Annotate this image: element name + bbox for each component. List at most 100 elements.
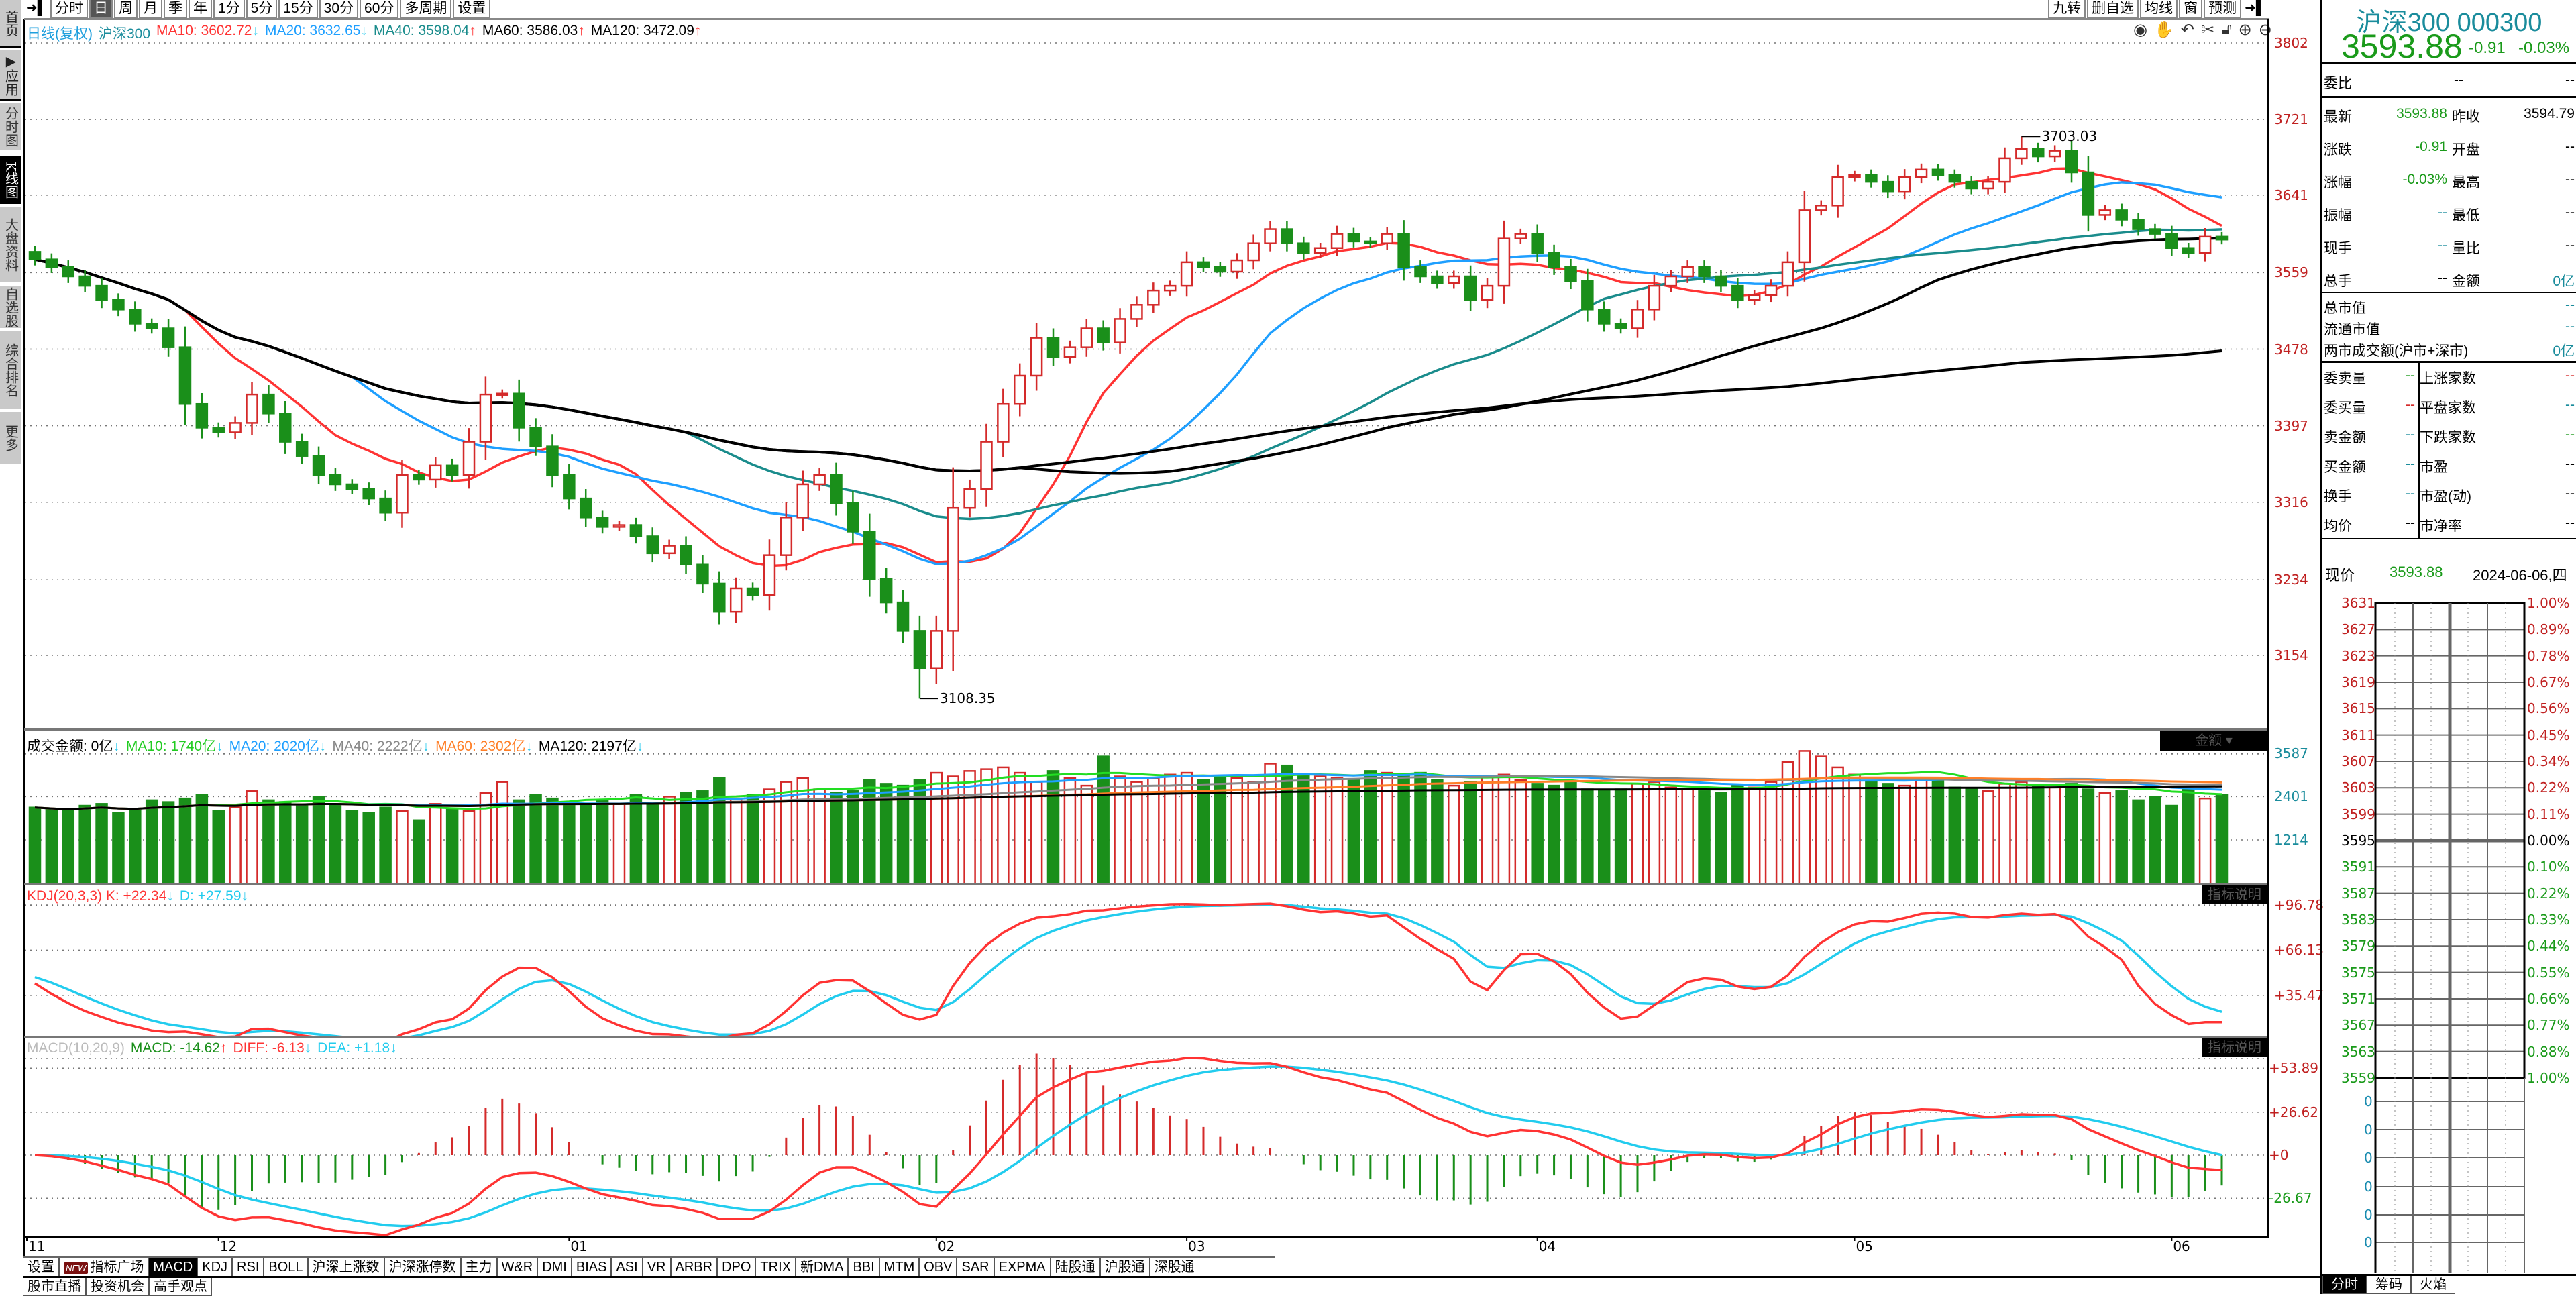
- news-tab-0[interactable]: 股市直播: [23, 1278, 86, 1296]
- legend-item: D: +27.59↓: [180, 888, 248, 904]
- indicator-tab-3[interactable]: KDJ: [197, 1258, 233, 1277]
- indicator-tab-24[interactable]: 沪股通: [1099, 1258, 1150, 1277]
- right-toolbar-button-1[interactable]: 删自选: [2087, 0, 2139, 18]
- tab-label: 沪深上涨数: [312, 1260, 380, 1275]
- intraday-tab-2[interactable]: 火焰: [2411, 1276, 2455, 1294]
- volume-bar: [612, 803, 626, 883]
- news-tab-1[interactable]: 投资机会: [86, 1278, 149, 1296]
- period-tab-1[interactable]: 日: [89, 0, 113, 18]
- hand-icon[interactable]: ✋: [2153, 21, 2174, 39]
- quote-row-value-2: --: [2565, 139, 2575, 154]
- quote-panel-border: [2320, 0, 2322, 1294]
- period-tab-5[interactable]: 年: [188, 0, 212, 18]
- indicator-tab-21[interactable]: SAR: [957, 1258, 994, 1277]
- sidebar-item-1[interactable]: ▶应用: [0, 50, 21, 101]
- zoom-in-icon[interactable]: ⊕: [2238, 21, 2252, 39]
- indicator-tab-1[interactable]: NEW 指标广场: [59, 1258, 149, 1277]
- chart-period-label: 日线(复权): [27, 26, 93, 42]
- volume-bar: [279, 801, 292, 883]
- period-tab-3[interactable]: 月: [138, 0, 162, 18]
- news-tab-2[interactable]: 高手观点: [149, 1278, 212, 1296]
- period-tab-7[interactable]: 5分: [246, 0, 278, 18]
- sidebar-item-3[interactable]: K线图: [0, 156, 21, 205]
- indicator-tab-23[interactable]: 陆股通: [1050, 1258, 1100, 1277]
- period-tab-12[interactable]: 设置: [453, 0, 491, 18]
- sidebar-item-6[interactable]: 综合排名: [0, 331, 21, 410]
- period-tab-4[interactable]: 季: [163, 0, 187, 18]
- indicator-tab-22[interactable]: EXPMA: [994, 1258, 1051, 1277]
- candle-body: [145, 323, 158, 329]
- right-toolbar-button-0[interactable]: 九转: [2048, 0, 2086, 18]
- breadth-row-label-1: 换手: [2324, 489, 2352, 504]
- indicator-tab-9[interactable]: W&R: [496, 1258, 538, 1277]
- sidebar-item-7[interactable]: 更多: [0, 412, 21, 466]
- price-legend: 日线(复权) 沪深300 MA10: 3602.72↓ MA20: 3632.65…: [27, 23, 701, 43]
- candle-body: [445, 464, 459, 476]
- right-toolbar-button-3[interactable]: 窗: [2179, 0, 2203, 18]
- sidebar-item-0[interactable]: 首页: [0, 0, 21, 48]
- candle-body: [1330, 233, 1344, 249]
- intraday-tab-1[interactable]: 筹码: [2367, 1276, 2411, 1294]
- indicator-tab-25[interactable]: 深股通: [1149, 1258, 1199, 1277]
- indicator-tab-2[interactable]: MACD: [148, 1258, 198, 1277]
- expand-arrow-icon[interactable]: ➜▌: [2243, 0, 2267, 18]
- indicator-tab-18[interactable]: BBI: [848, 1258, 879, 1277]
- intraday-tab-0[interactable]: 分时: [2322, 1276, 2367, 1294]
- right-toolbar-button-2[interactable]: 均线: [2140, 0, 2178, 18]
- indicator-tab-4[interactable]: RSI: [232, 1258, 264, 1277]
- macd-help-button[interactable]: 指标说明: [2202, 1038, 2267, 1057]
- undo-icon[interactable]: ↶: [2180, 21, 2194, 39]
- candle: [362, 482, 375, 505]
- indicator-tab-15[interactable]: DPO: [717, 1258, 756, 1277]
- breadth-row-value-1: --: [2406, 486, 2415, 501]
- candle: [1564, 258, 1577, 290]
- indicator-tab-0[interactable]: 设置: [23, 1258, 59, 1277]
- indicator-tab-7[interactable]: 沪深涨停数: [384, 1258, 461, 1277]
- sidebar-item-5[interactable]: 自选股: [0, 286, 21, 329]
- breadth-row-label-2: 下跌家数: [2420, 430, 2476, 445]
- period-tab-8[interactable]: 15分: [278, 0, 318, 18]
- sidebar-item-4[interactable]: 大盘资料: [0, 207, 21, 283]
- quote-row-label-2: 金额: [2452, 274, 2480, 289]
- period-tab-9[interactable]: 30分: [319, 0, 359, 18]
- period-tab-6[interactable]: 1分: [213, 0, 245, 18]
- kdj-help-button[interactable]: 指标说明: [2202, 885, 2267, 904]
- candle-body: [195, 402, 209, 429]
- indicator-tab-17[interactable]: 新DMA: [795, 1258, 849, 1277]
- indicator-tab-14[interactable]: ARBR: [670, 1258, 718, 1277]
- tab-label: EXPMA: [998, 1260, 1046, 1275]
- legend-text: MA120: 2197亿: [538, 739, 637, 754]
- indicator-tab-8[interactable]: 主力: [460, 1258, 497, 1277]
- right-toolbar-button-4[interactable]: 预测: [2204, 0, 2242, 18]
- intraday-chart[interactable]: [2322, 0, 2576, 1294]
- breadth-row-value-2: --: [2565, 368, 2575, 383]
- indicator-tab-13[interactable]: VR: [642, 1258, 671, 1277]
- candle-body: [2165, 233, 2178, 249]
- indicator-tab-6[interactable]: 沪深上涨数: [307, 1258, 384, 1277]
- period-tab-0[interactable]: 分时: [50, 0, 88, 18]
- legend-item: MA60: 2302亿↓: [435, 735, 533, 755]
- sidebar-item-2[interactable]: 分时图: [0, 103, 21, 152]
- candle-body: [1414, 266, 1427, 278]
- period-tab-2[interactable]: 周: [113, 0, 138, 18]
- indicator-tab-19[interactable]: MTM: [879, 1258, 920, 1277]
- indicator-tab-5[interactable]: BOLL: [264, 1258, 308, 1277]
- indicator-tab-12[interactable]: ASI: [611, 1258, 643, 1277]
- indicator-tab-10[interactable]: DMI: [537, 1258, 572, 1277]
- indicator-tab-16[interactable]: TRIX: [755, 1258, 796, 1277]
- eye-icon[interactable]: ◉: [2133, 21, 2147, 39]
- indicator-tab-11[interactable]: BIAS: [571, 1258, 612, 1277]
- tab-label: ASI: [616, 1260, 638, 1275]
- lock-icon[interactable]: 🔓︎: [2221, 20, 2232, 38]
- collapse-arrow-icon[interactable]: ➜▌: [24, 0, 49, 18]
- scissors-icon[interactable]: ✂: [2200, 21, 2215, 39]
- period-tab-11[interactable]: 多周期: [400, 0, 452, 18]
- legend-arrow: ↓: [113, 739, 120, 754]
- candle-body: [1631, 309, 1644, 329]
- volume-bar: [329, 803, 342, 883]
- volume-bar: [1013, 771, 1026, 883]
- volume-type-dropdown[interactable]: 金额 ▾: [2160, 731, 2267, 751]
- period-tab-10[interactable]: 60分: [360, 0, 399, 18]
- indicator-tab-20[interactable]: OBV: [919, 1258, 957, 1277]
